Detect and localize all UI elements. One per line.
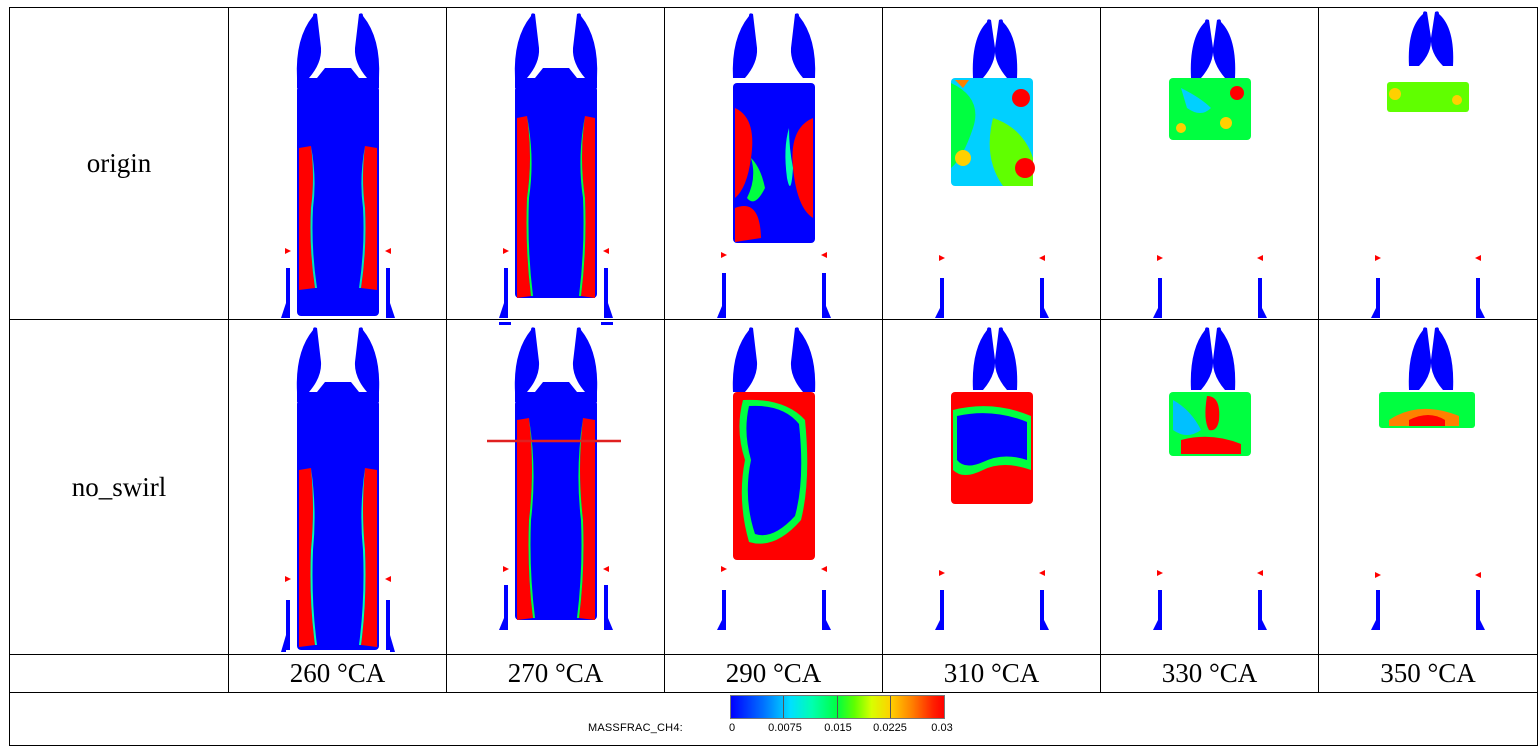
cylinder-contour	[1371, 327, 1485, 630]
crank-angle-label: 270 °CA	[446, 654, 665, 693]
cylinder-contour	[1153, 19, 1267, 318]
legend-cell: MASSFRAC_CH4: 0 0.0075 0.015 0.0225 0.03	[9, 692, 1538, 746]
legend-title: MASSFRAC_CH4:	[588, 722, 683, 734]
cylinder-contour	[499, 13, 613, 318]
colorbar-tick	[783, 696, 784, 718]
cylinder-contour	[281, 327, 395, 652]
colorbar-tick	[837, 696, 838, 718]
contour-no-swirl-310	[882, 319, 1101, 655]
cylinder-contour	[935, 19, 1049, 318]
colorbar-tick-label: 0.03	[931, 722, 953, 734]
row-label-origin: origin	[9, 7, 229, 320]
colorbar-tick-label: 0.0075	[768, 722, 802, 734]
empty-corner-cell	[9, 654, 229, 693]
contour-origin-330	[1100, 7, 1319, 320]
row-label-text: no_swirl	[71, 471, 167, 502]
cylinder-contour	[717, 327, 831, 630]
cylinder-contour	[487, 322, 621, 630]
contour-no-swirl-350	[1318, 319, 1538, 655]
colorbar-legend: MASSFRAC_CH4: 0 0.0075 0.015 0.0225 0.03	[11, 694, 1537, 745]
contour-origin-310	[882, 7, 1101, 320]
contour-figure-grid: origin	[9, 7, 1538, 746]
cylinder-contour	[935, 327, 1049, 630]
contour-no-swirl-260	[228, 319, 447, 655]
colorbar-tick-label: 0.0225	[873, 722, 907, 734]
crank-angle-label: 350 °CA	[1318, 654, 1538, 693]
cylinder-contour	[281, 13, 395, 318]
row-label-no-swirl: no_swirl	[9, 319, 229, 655]
contour-origin-290	[664, 7, 883, 320]
cylinder-contour	[717, 13, 831, 318]
colorbar-tick	[890, 696, 891, 718]
crank-angle-label: 260 °CA	[228, 654, 447, 693]
contour-no-swirl-330	[1100, 319, 1319, 655]
contour-origin-270	[446, 7, 665, 320]
crank-angle-label: 310 °CA	[882, 654, 1101, 693]
colorbar-tick-label: 0.015	[824, 722, 852, 734]
colorbar-tick-label: 0	[728, 722, 736, 734]
crank-angle-label: 330 °CA	[1100, 654, 1319, 693]
contour-no-swirl-290	[664, 319, 883, 655]
contour-origin-350	[1318, 7, 1538, 320]
cylinder-contour	[1371, 11, 1485, 318]
contour-no-swirl-270	[446, 319, 665, 655]
cylinder-contour	[1153, 327, 1267, 630]
contour-origin-260	[228, 7, 447, 320]
crank-angle-label: 290 °CA	[664, 654, 883, 693]
row-label-text: origin	[86, 148, 152, 178]
